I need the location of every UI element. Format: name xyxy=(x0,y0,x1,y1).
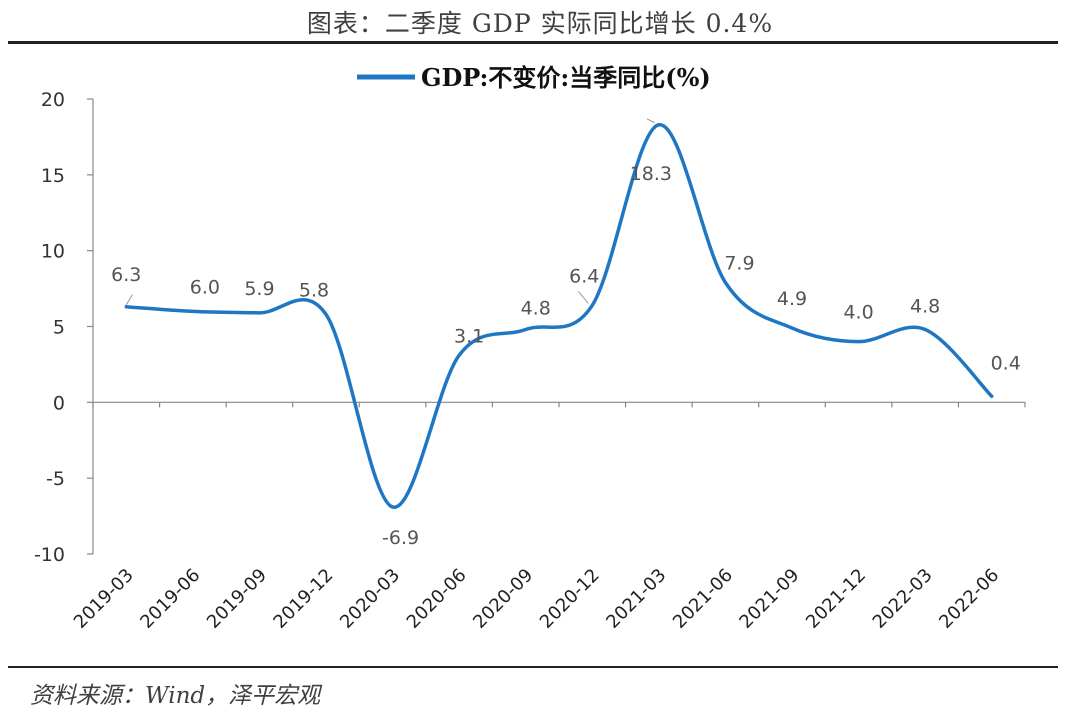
data-label-2019-06: 6.0 xyxy=(190,276,220,298)
x-tick-label: 2022-03 xyxy=(869,565,937,633)
data-point-2019-06 xyxy=(191,309,195,313)
data-point-2021-09 xyxy=(790,326,794,330)
data-label-2021-06: 7.9 xyxy=(724,253,754,275)
data-label-2022-06: 0.4 xyxy=(991,352,1021,374)
data-label-2021-12: 4.0 xyxy=(843,302,873,324)
data-label-2020-03: -6.9 xyxy=(382,527,419,549)
data-point-2020-12 xyxy=(590,303,594,307)
y-tick-label: -5 xyxy=(46,468,65,490)
data-label-2020-06: 3.1 xyxy=(454,325,484,347)
x-tick-label: 2019-12 xyxy=(269,565,337,633)
chart-marks: 6.3 6.0 5.9 5.8 -6.9 3.1 4.8 6.4 18.3 7.9 4.9 4.0 4.… xyxy=(111,118,1021,549)
x-tick-label: 2020-06 xyxy=(403,565,471,633)
data-label-2019-03: 6.3 xyxy=(111,264,141,286)
y-tick-label: 0 xyxy=(53,392,65,414)
chart-axes: 20 15 10 5 0 -5 -102019-032019-062019-092019-1… xyxy=(34,89,1026,633)
data-point-2020-03 xyxy=(391,505,395,509)
data-label-2019-12: 5.8 xyxy=(299,279,329,301)
y-tick-label: 5 xyxy=(53,317,65,339)
figure-title: 图表：二季度 GDP 实际同比增长 0.4% xyxy=(306,9,774,38)
chart-legend: GDP:不变价:当季同比(%) xyxy=(357,63,711,92)
data-label-2021-03: 18.3 xyxy=(630,163,672,185)
data-label-2021-09: 4.9 xyxy=(777,288,807,310)
series-line-gdp xyxy=(124,123,994,509)
x-tick-label: 2019-03 xyxy=(70,565,138,633)
y-tick-label: 15 xyxy=(41,165,65,187)
x-tick-label: 2021-06 xyxy=(669,565,737,633)
x-tick-label: 2020-12 xyxy=(536,565,604,633)
top-rule xyxy=(8,41,1058,44)
data-point-2021-03 xyxy=(657,123,661,127)
data-point-2022-03 xyxy=(923,328,927,332)
x-tick-label: 2021-03 xyxy=(602,565,670,633)
y-tick-label: -10 xyxy=(34,544,65,566)
x-tick-label: 2019-06 xyxy=(136,565,204,633)
x-tick-label: 2020-09 xyxy=(469,565,537,633)
data-point-2021-06 xyxy=(723,281,727,285)
line-chart: GDP:不变价:当季同比(%) 20151050-5-102019-032019… xyxy=(34,63,1026,633)
x-tick-label: 2019-09 xyxy=(203,565,271,633)
data-label-2019-09: 5.9 xyxy=(244,278,274,300)
data-point-2019-09 xyxy=(257,311,261,315)
data-point-2022-06 xyxy=(990,394,994,398)
data-point-2021-12 xyxy=(857,340,861,344)
data-label-2022-03: 4.8 xyxy=(910,296,940,318)
y-tick-label: 10 xyxy=(41,241,65,263)
x-tick-label: 2022-06 xyxy=(935,565,1003,633)
label-leader-line xyxy=(646,118,656,124)
x-tick-label: 2021-09 xyxy=(735,565,803,633)
source-note: 资料来源：Wind，泽平宏观 xyxy=(30,683,321,709)
data-point-2020-06 xyxy=(457,353,461,357)
label-leader-line xyxy=(577,290,589,304)
data-point-2019-12 xyxy=(324,312,328,316)
data-point-2020-09 xyxy=(524,328,528,332)
data-label-2020-09: 4.8 xyxy=(521,298,551,320)
data-point-2019-03 xyxy=(124,305,128,309)
bottom-rule xyxy=(8,666,1058,668)
data-label-2020-12: 6.4 xyxy=(569,265,599,287)
x-tick-label: 2020-03 xyxy=(336,565,404,633)
legend-label: GDP:不变价:当季同比(%) xyxy=(421,63,711,92)
x-tick-label: 2021-12 xyxy=(802,565,870,633)
y-tick-label: 20 xyxy=(41,89,65,111)
label-leader-line xyxy=(125,294,133,306)
